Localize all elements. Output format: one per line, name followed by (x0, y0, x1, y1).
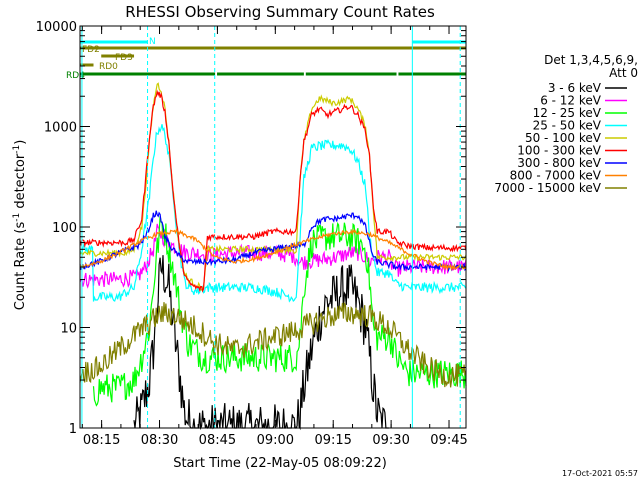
x-tick-label: 09:45 (430, 433, 467, 448)
x-tick-label: 09:15 (314, 433, 351, 448)
y-tick-label: 1 (69, 422, 77, 437)
chart-title: RHESSI Observing Summary Count Rates (125, 3, 435, 21)
legend-label-5: 100 - 300 keV (517, 144, 601, 158)
series-line-0 (133, 255, 389, 431)
y-label-sup2: -1 (12, 145, 22, 154)
timestamp: 17-Oct-2021 05:57 (562, 469, 638, 478)
plot-frame (79, 25, 467, 429)
y-tick-label: 1000 (44, 121, 77, 136)
x-tick-label: 08:45 (199, 433, 236, 448)
flag-label-rd0: RD0 (99, 62, 118, 72)
flag-label-fd3: FD3 (115, 53, 133, 63)
y-tick-label: 10 (60, 322, 77, 337)
x-axis-label: Start Time (22-May-05 08:09:22) (173, 456, 387, 471)
x-tick-label: 08:30 (141, 433, 178, 448)
y-ticks: 1 10 100 1000 10000 (36, 20, 466, 437)
series-line-5 (79, 89, 467, 293)
legend-label-6: 300 - 800 keV (517, 156, 601, 170)
series-line-1 (79, 223, 467, 289)
y-axis-label: Count Rate (s-1 detector-1) (12, 140, 28, 311)
series-layer (79, 82, 467, 431)
legend-label-4: 50 - 100 keV (525, 131, 602, 145)
series-line-4 (79, 82, 467, 291)
x-tick-label: 09:00 (257, 433, 294, 448)
flag-label-rd4: RD4 (66, 71, 85, 81)
x-tick-label: 09:30 (372, 433, 409, 448)
legend-header-line1: Det 1,3,4,5,6,9, (544, 53, 638, 67)
x-tick-label: 08:15 (83, 433, 120, 448)
y-tick-label: 10000 (36, 20, 77, 35)
y-label-part1: Count Rate (s (13, 222, 28, 311)
legend-label-1: 6 - 12 keV (540, 94, 602, 108)
legend-label-0: 3 - 6 keV (548, 81, 602, 95)
y-label-part2: detector (13, 153, 28, 213)
legend-label-2: 12 - 25 keV (533, 106, 602, 120)
flag-label-n: N (149, 37, 156, 47)
y-tick-label: 100 (52, 221, 77, 236)
axes (79, 25, 467, 429)
series-line-3 (79, 124, 467, 303)
legend-label-7: 800 - 7000 keV (510, 169, 602, 183)
series-line-7 (79, 228, 467, 272)
legend-label-8: 7000 - 15000 keV (494, 181, 601, 195)
y-label-part3: ) (13, 140, 28, 145)
legend-header-line2: Att 0 (609, 66, 638, 80)
x-ticks: 08:15 08:30 08:45 09:00 09:15 09:30 09:45 (81, 26, 468, 448)
series-line-6 (79, 210, 467, 273)
series-line-8 (79, 301, 467, 388)
y-label-sup1: -1 (12, 213, 22, 222)
legend-label-3: 25 - 50 keV (533, 119, 602, 133)
series-line-2 (92, 216, 467, 407)
flag-label-fd2: FD2 (82, 45, 100, 55)
